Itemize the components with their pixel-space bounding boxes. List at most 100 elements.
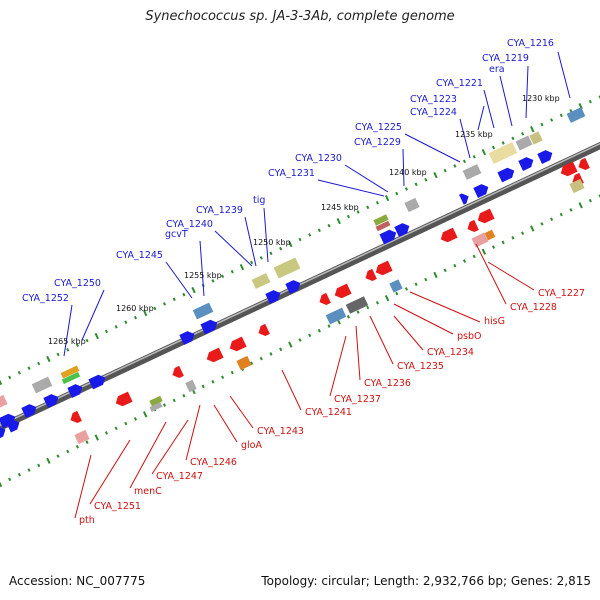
rev-box-orange-1 bbox=[484, 229, 496, 241]
forward-gene-3 bbox=[88, 374, 106, 390]
reverse-gene-8 bbox=[229, 336, 247, 352]
reverse-label-menC: menC bbox=[134, 486, 162, 497]
forward-gene-4 bbox=[67, 384, 83, 398]
forward-label-CYA_1245: CYA_1245 bbox=[116, 250, 163, 261]
forward-label-CYA_1250: CYA_1250 bbox=[54, 278, 101, 289]
kbp-label: 1250 kbp bbox=[253, 238, 291, 247]
fwd-box-pink-edge bbox=[0, 394, 8, 410]
forward-label-CYA_1216: CYA_1216 bbox=[507, 38, 554, 49]
kbp-label: 1235 kbp bbox=[455, 130, 493, 139]
fwd-box-gray-3 bbox=[462, 164, 482, 180]
map-title: Synechococcus sp. JA-3-3Ab, complete gen… bbox=[145, 9, 455, 24]
forward-gene-12 bbox=[497, 167, 515, 183]
forward-label-CYA_1223: CYA_1223 bbox=[410, 94, 457, 105]
forward-label-CYA_1229: CYA_1229 bbox=[354, 137, 401, 148]
forward-gene-8 bbox=[285, 280, 301, 294]
forward-gene-edge-1 bbox=[6, 419, 20, 433]
reverse-gene-2 bbox=[477, 208, 495, 224]
fwd-box-cream bbox=[488, 142, 518, 164]
reverse-gene-10 bbox=[115, 391, 133, 407]
forward-label-CYA_1225: CYA_1225 bbox=[355, 122, 402, 133]
rev-box-orange-2 bbox=[236, 355, 252, 371]
rev-box-blue-2 bbox=[325, 307, 347, 325]
fwd-box-gray-1 bbox=[31, 376, 53, 394]
reverse-label-CYA_1251: CYA_1251 bbox=[94, 501, 141, 512]
fwd-box-green bbox=[61, 371, 81, 385]
reverse-label-CYA_1234: CYA_1234 bbox=[427, 347, 474, 358]
reverse-gene-5 bbox=[365, 268, 377, 281]
rev-box-blue-1 bbox=[389, 279, 403, 293]
kbp-label: 1255 kbp bbox=[184, 271, 222, 280]
forward-tick-track bbox=[0, 95, 600, 386]
reverse-label-CYA_1236: CYA_1236 bbox=[364, 378, 411, 389]
reverse-label-CYA_1227: CYA_1227 bbox=[538, 288, 585, 299]
forward-gene-13 bbox=[518, 157, 534, 171]
forward-gene-5 bbox=[179, 331, 195, 345]
forward-label-CYA_1224: CYA_1224 bbox=[410, 107, 457, 118]
accession-text: Accession: NC_007775 bbox=[9, 574, 146, 588]
forward-label-CYA_1230: CYA_1230 bbox=[295, 153, 342, 164]
forward-gene-6 bbox=[200, 319, 218, 335]
reverse-gene-9 bbox=[172, 365, 184, 378]
forward-gene-1 bbox=[21, 404, 37, 418]
forward-label-CYA_1240: CYA_1240 bbox=[166, 219, 213, 230]
reverse-gene-1 bbox=[467, 219, 479, 232]
forward-gene-11 bbox=[473, 184, 489, 198]
kbp-label: 1260 kbp bbox=[116, 304, 154, 313]
reverse-gene-11 bbox=[70, 410, 82, 423]
forward-label-CYA_1219: CYA_1219 bbox=[482, 53, 529, 64]
reverse-label-gloA: gloA bbox=[241, 440, 262, 451]
reverse-label-CYA_1246: CYA_1246 bbox=[190, 457, 237, 468]
reverse-label-CYA_1243: CYA_1243 bbox=[257, 426, 304, 437]
forward-gene-10 bbox=[394, 223, 410, 237]
fwd-box-olive-2 bbox=[273, 257, 301, 279]
forward-gene-edge-0 bbox=[0, 426, 6, 440]
reverse-gene-7 bbox=[258, 323, 270, 336]
fwd-box-olive-3 bbox=[373, 214, 389, 226]
rev-box-pink-2 bbox=[74, 429, 90, 445]
reverse-gene-14 bbox=[560, 161, 578, 177]
rev-box-pink-1 bbox=[471, 232, 489, 248]
fwd-box-olive-1 bbox=[251, 273, 271, 289]
kbp-label: 1265 kbp bbox=[48, 337, 86, 346]
reverse-label-psbO: psbO bbox=[457, 331, 482, 342]
reverse-label-CYA_1247: CYA_1247 bbox=[156, 471, 203, 482]
forward-gene-14 bbox=[537, 150, 553, 164]
reverse-gene-0 bbox=[440, 227, 458, 243]
reverse-label-pth: pth bbox=[79, 515, 95, 526]
genome-summary-text: Topology: circular; Length: 2,932,766 bp… bbox=[261, 574, 591, 588]
kbp-label: 1230 kbp bbox=[522, 94, 560, 103]
label-leader-lines bbox=[63, 51, 571, 519]
forward-gene-2 bbox=[43, 394, 59, 408]
forward-gene-9 bbox=[379, 229, 397, 245]
rev-box-gray-dark bbox=[345, 296, 369, 314]
forward-label-CYA_1221: CYA_1221 bbox=[436, 78, 483, 89]
kbp-scale-labels: 1230 kbp 1235 kbp 1240 kbp 1245 kbp 1250 kbp… bbox=[48, 94, 560, 346]
reverse-label-CYA_1235: CYA_1235 bbox=[397, 361, 444, 372]
fwd-box-gray-2 bbox=[404, 197, 420, 213]
fwd-box-gray-4 bbox=[515, 135, 533, 151]
reverse-gene-12 bbox=[206, 347, 224, 363]
forward-label-CYA_1239: CYA_1239 bbox=[196, 205, 243, 216]
rev-box-gray-2 bbox=[149, 402, 163, 412]
tick-tracks bbox=[0, 95, 600, 488]
reverse-tick-track bbox=[0, 194, 600, 488]
fwd-box-blue bbox=[192, 302, 214, 320]
forward-label-gcvT: gcvT bbox=[165, 229, 188, 240]
forward-label-CYA_1231: CYA_1231 bbox=[268, 168, 315, 179]
kbp-label: 1245 kbp bbox=[321, 203, 359, 212]
fwd-box-blue-2 bbox=[566, 107, 586, 123]
kbp-label: 1240 kbp bbox=[389, 168, 427, 177]
reverse-gene-6 bbox=[375, 260, 393, 276]
reverse-label-CYA_1237: CYA_1237 bbox=[334, 394, 381, 405]
forward-label-tig: tig bbox=[253, 195, 265, 206]
forward-gene-small bbox=[459, 193, 469, 205]
reverse-gene-4 bbox=[334, 283, 352, 299]
forward-label-CYA_1252: CYA_1252 bbox=[22, 293, 69, 304]
forward-gene-7 bbox=[265, 290, 281, 304]
reverse-label-CYA_1228: CYA_1228 bbox=[510, 302, 557, 313]
reverse-gene-15 bbox=[578, 157, 590, 170]
reverse-label-CYA_1241: CYA_1241 bbox=[305, 407, 352, 418]
